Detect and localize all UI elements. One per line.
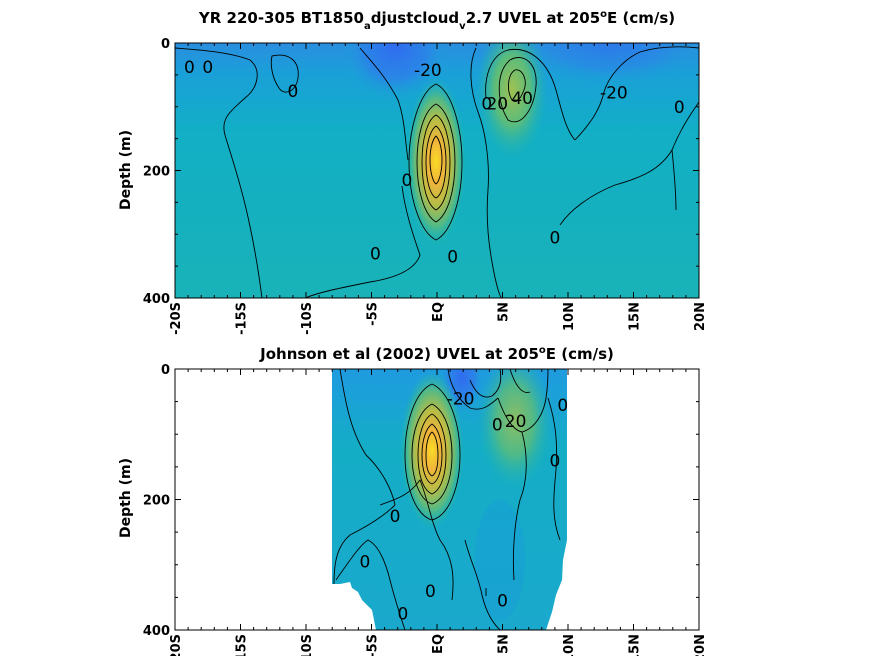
contour-label: 40 <box>511 89 533 109</box>
panel-model-contours <box>175 46 699 298</box>
contour-label: 0 <box>390 507 401 527</box>
y-tick-label: 0 <box>161 37 170 52</box>
x-tick-label: 5N <box>497 302 512 322</box>
contour-label: 0 <box>425 582 436 602</box>
x-tick-label: 10N <box>562 634 577 656</box>
panel-obs-ylabel: Depth (m) <box>118 458 134 538</box>
contour-label: 0 <box>549 228 560 248</box>
panel-model-heatmap <box>175 43 699 298</box>
contour-label: 0 <box>398 605 409 625</box>
y-tick-label: 400 <box>143 624 170 639</box>
contour-label: 0 <box>492 415 503 435</box>
panel-obs-title: Johnson et al (2002) UVEL at 205oE (cm/s… <box>259 345 614 363</box>
x-tick-label: -5S <box>366 302 381 326</box>
x-tick-label: 20N <box>693 634 708 656</box>
contour-label: 0 <box>557 396 568 416</box>
panel-obs-heatmap <box>332 369 567 630</box>
contour-label: 0 <box>287 82 298 102</box>
contour-label: 0 <box>360 552 371 572</box>
y-tick-label: 0 <box>161 363 170 378</box>
contour-label: 0 <box>401 171 412 191</box>
contour-label: 0 <box>370 244 381 264</box>
y-tick-label: 200 <box>143 165 170 180</box>
contour-label: 0 <box>447 248 458 268</box>
x-tick-label: 5N <box>497 634 512 654</box>
contour-label: 20 <box>505 412 527 432</box>
contour-label: 0 <box>184 58 195 78</box>
contour-label: -20 <box>447 389 475 409</box>
x-tick-label: 15N <box>628 634 643 656</box>
x-tick-label: -10S <box>300 634 315 656</box>
contour-label: 0 <box>549 451 560 471</box>
contour-label: 0 <box>202 58 213 78</box>
x-tick-label: -20S <box>169 302 184 335</box>
x-tick-label: 20N <box>693 302 708 331</box>
panel-model-ylabel: Depth (m) <box>118 130 134 210</box>
panel-model-x-axis: -20S -15S -10S -5S EQ 5N 10N 15N 20N <box>169 43 708 335</box>
contour-label: -20 <box>600 84 628 104</box>
contour-label: -20 <box>414 61 442 81</box>
x-tick-label: EQ <box>431 634 446 654</box>
panel-model-title: YR 220-305 BT1850adjustcloudv2.7 UVEL at… <box>198 9 675 32</box>
y-tick-label: 400 <box>143 292 170 307</box>
y-tick-label: 200 <box>143 494 170 509</box>
contour-label: 20 <box>486 95 508 115</box>
contour-label: 0 <box>481 95 492 115</box>
x-tick-label: -10S <box>300 302 315 335</box>
contour-label: 0 <box>674 98 685 118</box>
panel-obs: Johnson et al (2002) UVEL at 205oE (cm/s… <box>118 345 708 656</box>
x-tick-label: -15S <box>235 634 250 656</box>
contour-label: 0 <box>497 592 508 612</box>
panel-obs-contours <box>333 369 561 630</box>
panel-model: YR 220-305 BT1850adjustcloudv2.7 UVEL at… <box>118 9 708 335</box>
x-tick-label: -15S <box>235 302 250 335</box>
x-tick-label: -20S <box>169 634 184 656</box>
x-tick-label: 10N <box>562 302 577 331</box>
x-tick-label: -5S <box>366 634 381 656</box>
panel-obs-x-axis: -20S -15S -10S -5S EQ 5N 10N 15N 20N <box>169 369 708 656</box>
x-tick-label: 15N <box>628 302 643 331</box>
x-tick-label: EQ <box>431 302 446 322</box>
